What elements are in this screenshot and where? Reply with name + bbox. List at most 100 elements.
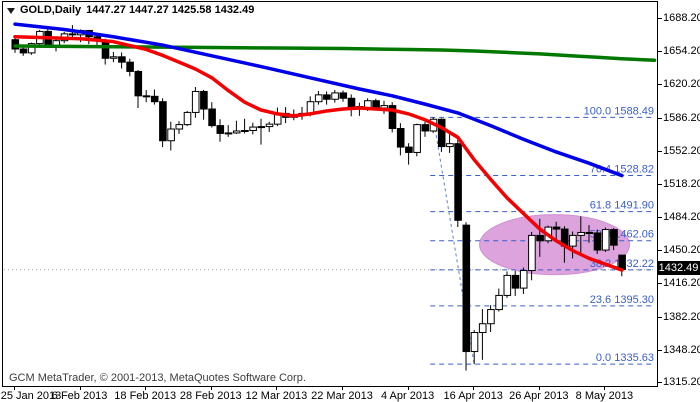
fib-level-label: 76.4 1528.82 [590,164,654,176]
price-axis-tick [658,316,662,318]
price-axis-label: 1518.20 [663,177,700,190]
time-axis-label: 16 Apr 2013 [443,390,503,402]
symbol-period-label: GOLD,Daily [20,4,82,16]
candle-bullish [257,126,266,129]
time-axis-tick [79,387,81,390]
candle-bearish [142,95,151,98]
candle-bullish [249,126,257,131]
price-axis-tick [658,117,662,119]
candle-bearish [552,226,561,230]
candle-bullish [109,56,118,59]
candle-bullish [478,323,487,334]
time-axis-tick [210,387,212,390]
candle-bullish [232,130,241,134]
price-axis-label: 1484.20 [663,211,700,224]
time-axis-tick [14,387,15,390]
candle-bullish [331,92,339,100]
candle-bearish [610,229,618,246]
candle-bullish [27,43,36,54]
candle-bearish [323,94,331,100]
candle-bearish [208,108,216,127]
candle-bullish [191,90,200,113]
candle-bearish [421,124,430,132]
time-axis-tick [604,387,606,390]
price-axis-label: 1450.20 [663,244,700,257]
candle-bearish [405,146,413,153]
candle-bearish [200,90,208,110]
price-axis-tick [658,250,662,252]
price-axis-label: 1416.20 [663,277,700,290]
time-axis-label: 28 Feb 2013 [179,390,242,402]
time-axis[interactable]: 25 Jan 2013 6 Feb 2013 18 Feb 2013 28 Feb 2… [1,387,658,402]
candle-bullish [306,101,315,114]
time-axis-label: 6 Feb 2013 [51,390,108,402]
candle-bearish [388,105,397,130]
price-axis-tick [658,183,662,185]
candle-bullish [413,124,421,153]
price-axis-tick [658,382,662,384]
candle-bearish [134,70,143,97]
price-axis-tick [658,84,662,86]
current-price-badge: 1432.49 [657,260,700,275]
candle-bearish [462,224,471,353]
time-axis-tick [538,387,540,390]
candle-bullish [241,129,249,132]
symbol-dropdown-icon[interactable] [7,7,15,14]
candle-bearish [618,254,626,271]
fib-level-label: 23.6 1395.30 [590,294,654,306]
candle-bearish [372,100,380,109]
ohlc-quote-label: 1447.27 1447.27 1425.58 1432.49 [86,4,255,16]
price-axis-label: 1654.20 [663,45,700,58]
candle-bullish [528,234,536,272]
time-axis-label: 26 Apr 2013 [509,390,569,402]
candle-bullish [503,274,512,296]
candle-bullish [175,124,184,130]
chart-title-bar: GOLD,Daily 1447.27 1447.27 1425.58 1432.… [7,4,254,16]
candle-bearish [437,118,446,148]
time-axis-tick [407,387,409,390]
candle-bullish [601,229,610,251]
price-axis-label: 1552.20 [663,144,700,157]
candle-bullish [314,94,323,103]
candle-bearish [101,40,110,59]
fib-level-label: 0.0 1335.63 [596,352,654,364]
candle-bearish [19,48,28,54]
time-axis-tick [276,387,278,390]
time-axis-tick [342,387,343,390]
candle-bullish [224,132,233,135]
candle-bearish [593,232,602,251]
candle-bearish [585,231,594,234]
candle-bullish [569,234,577,247]
candle-bearish [150,95,159,103]
candle-bullish [167,128,175,142]
price-axis-label: 1382.20 [663,310,700,323]
price-axis-tick [658,18,662,19]
candle-bearish [339,92,348,99]
price-axis-label: 1348.20 [663,343,700,356]
candle-bearish [454,143,462,221]
time-axis-tick [145,387,147,390]
candle-bearish [68,33,77,36]
price-axis[interactable]: 1432.49 1688.20 1654.20 1620.20 1586.20 1552… [657,0,700,389]
ma-red-line [13,35,624,272]
candle-bullish [265,123,274,128]
price-axis-label: 1620.20 [663,78,700,91]
chart-plot-area[interactable]: 100.0 1588.49 76.4 1528.82 61.8 1491.90 50.… [2,1,658,387]
price-axis-tick [658,349,662,351]
fib-level-label: 61.8 1491.90 [590,200,654,212]
price-axis-tick [658,283,662,285]
price-axis-label: 1315.20 [663,376,700,389]
copyright-watermark: GCM MetaTrader, © 2001-2013, MetaQuotes … [9,372,306,384]
candle-bullish [470,332,479,353]
candle-bearish [126,61,134,72]
candle-bearish [396,128,405,148]
candle-bullish [446,143,454,148]
candle-bearish [216,125,225,134]
candle-bullish [519,270,528,289]
fib-level-label: 100.0 1588.49 [584,105,654,117]
candle-bullish [495,294,503,311]
candle-bearish [118,56,126,63]
candle-bearish [347,97,356,108]
